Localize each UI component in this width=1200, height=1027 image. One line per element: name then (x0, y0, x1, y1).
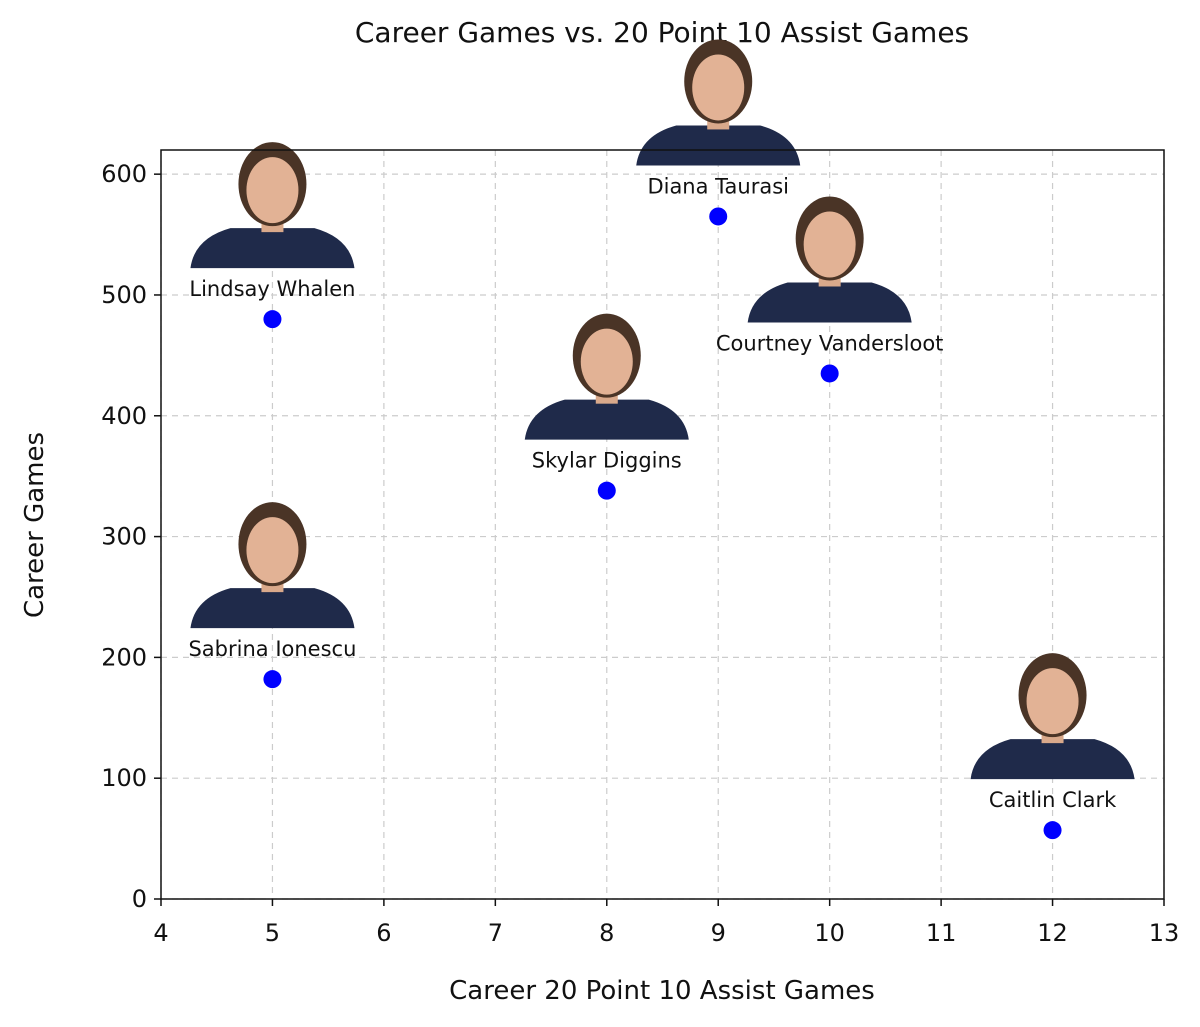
player-headshot-icon (190, 142, 355, 269)
x-tick-label: 6 (376, 919, 391, 947)
point-label: Courtney Vandersloot (716, 331, 944, 355)
data-point (597, 481, 616, 500)
y-tick-label: 100 (101, 764, 147, 792)
x-tick-label: 9 (711, 919, 726, 947)
player-headshot-icon (747, 196, 912, 323)
chart-title: Career Games vs. 20 Point 10 Assist Game… (355, 16, 969, 49)
y-tick-label: 400 (101, 402, 147, 430)
data-points (263, 207, 1062, 840)
plot-frame (160, 149, 1165, 900)
data-point (820, 364, 839, 383)
x-tick-label: 5 (265, 919, 280, 947)
data-point (709, 207, 728, 226)
data-point (263, 310, 282, 329)
y-tick-label: 600 (101, 160, 147, 188)
x-tick-label: 11 (926, 919, 957, 947)
data-point (1043, 821, 1062, 840)
x-tick-label: 13 (1149, 919, 1180, 947)
point-label: Diana Taurasi (647, 174, 789, 198)
point-label: Skylar Diggins (532, 449, 682, 473)
y-tick-label: 500 (101, 281, 147, 309)
y-tick-label: 200 (101, 643, 147, 671)
point-label: Sabrina Ionescu (188, 637, 356, 661)
x-axis-label: Career 20 Point 10 Assist Games (449, 976, 875, 1006)
player-headshot-icon (636, 39, 801, 166)
x-tick-label: 12 (1037, 919, 1068, 947)
point-labels: Lindsay Whalen Sabrina Ionescu Skylar Digg… (188, 174, 1117, 812)
y-tick-label: 0 (132, 885, 147, 913)
player-headshot-icon (524, 313, 689, 440)
player-photos (190, 39, 1135, 780)
player-headshot-icon (190, 502, 355, 629)
x-axis-ticks: 4 5 6 7 8 9 10 11 12 13 (153, 899, 1179, 947)
player-headshot-icon (970, 653, 1135, 780)
x-tick-label: 10 (814, 919, 845, 947)
data-point (263, 670, 282, 689)
y-axis-label: Career Games (20, 432, 50, 618)
x-tick-label: 8 (599, 919, 614, 947)
y-tick-label: 300 (101, 523, 147, 551)
x-tick-label: 4 (153, 919, 168, 947)
y-axis-ticks: 0 100 200 300 400 500 600 (101, 160, 161, 913)
point-label: Caitlin Clark (989, 788, 1117, 812)
point-label: Lindsay Whalen (189, 277, 355, 301)
x-tick-label: 7 (488, 919, 503, 947)
